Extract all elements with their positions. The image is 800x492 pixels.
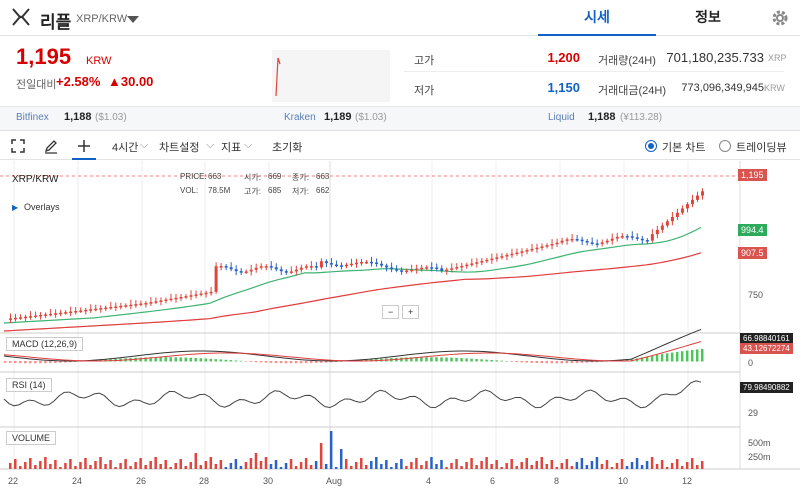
amount-unit: KRW <box>764 83 785 93</box>
rsi-tag: 79.98490882 <box>740 382 793 393</box>
ma-green-tag: 994.4 <box>738 224 767 236</box>
volume-axis-label: 250m <box>748 452 771 462</box>
x-axis-label: Aug <box>326 476 343 486</box>
macd-signal-tag: 43.12672274 <box>740 343 793 354</box>
overlays-toggle[interactable]: Overlays <box>24 202 60 212</box>
exchange-name[interactable]: Kraken <box>284 112 316 123</box>
info-open-label: 시가: <box>244 173 261 182</box>
overlays-toggle-icon[interactable]: ▶ <box>12 203 19 212</box>
coin-dropdown-icon[interactable] <box>127 16 139 23</box>
x-axis-label: 26 <box>136 476 147 486</box>
volume-axis-label: 500m <box>748 438 771 448</box>
volume-value: 701,180,235.733 <box>666 50 764 65</box>
x-axis-label: 22 <box>8 476 19 486</box>
exchange-bar: Bitfinex 1,188 ($1.03) Kraken 1,189 ($1.… <box>0 107 800 131</box>
change-label: 전일대비 <box>16 79 57 91</box>
amount-value: 773,096,349,945 <box>681 82 764 94</box>
chart-symbol: XRP/KRW <box>12 174 59 185</box>
xrp-logo-icon <box>12 8 30 26</box>
info-open: 669 <box>268 172 282 181</box>
high-value: 1,200 <box>547 50 580 65</box>
ma-red-tag: 907.5 <box>738 247 767 259</box>
tab-info[interactable]: 정보 <box>695 9 721 25</box>
low-label: 저가 <box>414 85 435 97</box>
price-chart[interactable]: XRP/KRW PRICE: 663 시가: 669 종가: 663 VOL: … <box>0 161 800 492</box>
low-value: 1,150 <box>547 80 580 95</box>
info-close-label: 종가: <box>292 173 309 182</box>
tradingview-radio[interactable] <box>719 140 731 152</box>
mini-chart <box>272 50 390 102</box>
fullscreen-icon[interactable] <box>10 138 26 154</box>
info-low: 662 <box>316 186 330 195</box>
chart-settings-select[interactable]: 차트설정 <box>159 142 200 154</box>
macd-axis-label: 0 <box>748 358 754 368</box>
exchange-name[interactable]: Bitfinex <box>16 112 49 123</box>
volume-label: 거래량(24H) <box>598 55 656 67</box>
zoom-in-button[interactable]: + <box>402 305 420 319</box>
exchange-usd: (¥113.28) <box>620 112 663 123</box>
chevron-down-icon: ⌵ <box>206 139 215 151</box>
coin-header: 리플 XRP/KRW 시세 정보 <box>0 0 800 36</box>
exchange-price: 1,189 <box>324 111 352 123</box>
tab-quote[interactable]: 시세 <box>538 0 656 36</box>
info-high-label: 고가: <box>244 187 261 196</box>
info-low-label: 저가: <box>292 187 309 196</box>
change-percent: +2.58% <box>56 74 101 89</box>
price-axis-label: 750 <box>748 290 764 300</box>
price-unit: KRW <box>86 55 112 67</box>
rsi-axis-label: 29 <box>748 408 759 418</box>
volume-label: VOLUME <box>6 431 57 445</box>
interval-select[interactable]: 4시간 <box>112 142 139 154</box>
info-high: 685 <box>268 186 282 195</box>
reset-button[interactable]: 초기화 <box>272 142 303 154</box>
chevron-down-icon: ⌵ <box>244 139 253 151</box>
x-axis-label: 30 <box>263 476 274 486</box>
exchange-usd: ($1.03) <box>355 112 387 123</box>
high-label: 고가 <box>414 55 435 67</box>
divider <box>0 106 800 107</box>
macd-label: MACD (12,26,9) <box>6 337 84 351</box>
info-price-label: PRICE: <box>180 172 207 181</box>
volume-unit: XRP <box>768 53 787 63</box>
indicators-select[interactable]: 지표 <box>221 142 242 154</box>
info-vol-label: VOL: <box>180 186 199 195</box>
zoom-out-button[interactable]: − <box>382 305 400 319</box>
x-axis-label: 6 <box>490 476 496 486</box>
divider <box>404 71 784 72</box>
price-tag: 1,195 <box>738 169 767 181</box>
x-axis-label: 8 <box>554 476 560 486</box>
exchange-price: 1,188 <box>588 111 616 123</box>
x-axis-label: 28 <box>199 476 210 486</box>
x-axis-label: 12 <box>682 476 693 486</box>
gear-icon[interactable] <box>770 8 790 28</box>
x-axis-label: 10 <box>618 476 629 486</box>
change-amount: ▲30.00 <box>108 74 154 89</box>
info-close: 663 <box>316 172 330 181</box>
amount-label: 거래대금(24H) <box>598 85 666 97</box>
exchange-name[interactable]: Liquid <box>548 112 575 123</box>
tradingview-label[interactable]: 트레이딩뷰 <box>736 142 787 154</box>
coin-pair: XRP/KRW <box>76 13 128 25</box>
exchange-price: 1,188 <box>64 111 92 123</box>
coin-name: 리플 <box>40 13 72 32</box>
info-price: 663 <box>208 172 222 181</box>
chevron-down-icon: ⌵ <box>140 139 149 151</box>
pencil-icon[interactable] <box>43 138 59 154</box>
basic-chart-radio[interactable] <box>645 140 657 152</box>
x-axis-label: 24 <box>72 476 83 486</box>
exchange-usd: ($1.03) <box>95 112 127 123</box>
rsi-label: RSI (14) <box>6 378 52 392</box>
crosshair-icon[interactable] <box>76 138 92 154</box>
info-vol: 78.5M <box>208 186 231 195</box>
current-price: 1,195 <box>16 44 72 69</box>
active-tool-indicator <box>72 158 96 160</box>
macd-tag: 66.98840161 <box>740 333 793 344</box>
basic-chart-label[interactable]: 기본 차트 <box>662 142 706 154</box>
chart-toolbar: 4시간 ⌵ 차트설정 ⌵ 지표 ⌵ 초기화 기본 차트 트레이딩뷰 <box>0 132 800 160</box>
x-axis-label: 4 <box>426 476 432 486</box>
